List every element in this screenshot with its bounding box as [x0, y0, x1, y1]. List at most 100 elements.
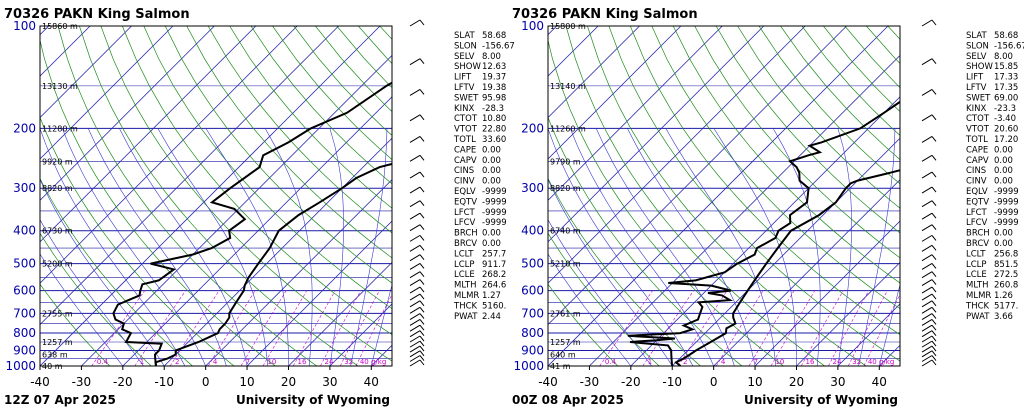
wind-barb-flag [931, 271, 937, 278]
pressure-tick-label: 1000 [513, 359, 544, 373]
isotherm [589, 54, 900, 366]
wind-barb-flag [931, 300, 937, 307]
wind-barb [921, 271, 933, 279]
wind-barb-flag [931, 319, 937, 325]
wind-barb [921, 293, 933, 301]
moist-adiabat [548, 219, 652, 366]
isotherm [246, 220, 392, 366]
mixing-ratio-line [847, 290, 888, 366]
index-name: BRCV [966, 239, 989, 249]
wind-barb [409, 244, 421, 252]
wind-barbs [409, 19, 425, 367]
mixing-ratio-label: 10 [775, 358, 784, 366]
wind-barb [921, 279, 933, 286]
wind-barb [921, 335, 933, 343]
wind-barb-flag [419, 136, 425, 142]
pressure-tick-label: 900 [13, 343, 36, 357]
wind-barb [409, 200, 421, 208]
index-name: LFCT [454, 208, 476, 218]
index-value: 20.60 [994, 125, 1018, 135]
wind-barb [409, 313, 421, 320]
index-name: SLON [454, 41, 477, 51]
chart-title: 70326 PAKN King Salmon [512, 7, 698, 22]
index-name: SLAT [454, 31, 475, 41]
wind-barb [921, 234, 933, 242]
isotherm [81, 54, 392, 366]
mixing-ratio-line [770, 290, 816, 366]
isotherm [548, 26, 640, 119]
index-value: 33.60 [482, 135, 506, 145]
index-name: EQTV [454, 197, 477, 207]
wind-barb [921, 340, 933, 348]
index-value: 10.80 [482, 114, 506, 124]
index-name: CAPV [966, 156, 989, 166]
mixing-ratio-line [642, 290, 694, 366]
index-name: CINS [454, 166, 474, 176]
moist-adiabat [40, 178, 165, 366]
wind-barb-flag [419, 300, 425, 307]
wind-barb [409, 359, 421, 367]
wind-barb [409, 224, 421, 232]
wind-barb [921, 355, 933, 362]
index-value: -9999 [994, 208, 1019, 218]
pressure-tick-label: 500 [521, 257, 544, 271]
wind-barb [921, 330, 933, 338]
wind-barb [921, 300, 933, 308]
pressure-tick-label: 600 [521, 284, 544, 298]
dry-adiabat [336, 26, 392, 89]
index-name: LCLT [966, 249, 986, 259]
wind-barb [409, 254, 421, 262]
index-value: 8.00 [994, 52, 1013, 62]
dry-adiabat [164, 26, 392, 284]
dry-adiabat [548, 283, 619, 366]
wind-barb-flag [419, 114, 425, 121]
pressure-tick-label: 900 [521, 343, 544, 357]
wind-barb-flag [419, 335, 425, 342]
height-label: 6740 m [550, 227, 581, 236]
wind-barb-flag [419, 212, 425, 219]
index-value: 5177. [994, 301, 1018, 311]
isotherm [40, 26, 298, 284]
wind-barb [921, 263, 933, 270]
mixing-ratio-line [748, 290, 795, 366]
index-value: 256.8 [994, 249, 1018, 259]
isotherm [288, 261, 392, 366]
mixing-ratio-label: 1 [648, 358, 652, 366]
height-label: 1257 m [42, 338, 73, 347]
mixing-ratio-line [339, 290, 380, 366]
wind-barb-flag [419, 330, 425, 337]
wind-barb-flag [419, 154, 425, 161]
index-value: 851.5 [994, 260, 1018, 270]
index-name: VTOT [454, 125, 478, 135]
index-name: EQLV [454, 187, 476, 197]
height-label: 2755 m [42, 309, 73, 318]
dry-adiabat [358, 26, 392, 64]
isotherm [754, 220, 900, 366]
index-value: -156.67 [482, 41, 515, 51]
wind-barb-flag [931, 154, 937, 161]
moist-adiabat [329, 128, 344, 366]
isotherm [40, 26, 174, 160]
isotherm [713, 179, 900, 366]
mixing-ratio-label: 40 g/kg [868, 358, 894, 366]
moist-adiabat [87, 128, 227, 366]
height-label: 15800 m [550, 22, 586, 31]
index-value: -156.67 [994, 41, 1024, 51]
index-value: 0.00 [482, 177, 501, 187]
index-name: KINX [454, 104, 474, 114]
pressure-tick-label: 700 [521, 306, 544, 320]
wind-barb-flag [931, 355, 937, 361]
index-name: LFTV [966, 83, 987, 93]
wind-barb [409, 19, 421, 27]
temperature-tick-label: -20 [621, 375, 641, 389]
wind-barb [409, 300, 421, 308]
wind-barb-flag [931, 212, 937, 219]
wind-barb-flag [931, 359, 937, 366]
index-value: 3.66 [994, 312, 1013, 322]
wind-barb [409, 340, 421, 348]
isotherm [630, 96, 900, 366]
index-value: 19.38 [482, 83, 506, 93]
mixing-ratio-line [240, 290, 287, 366]
